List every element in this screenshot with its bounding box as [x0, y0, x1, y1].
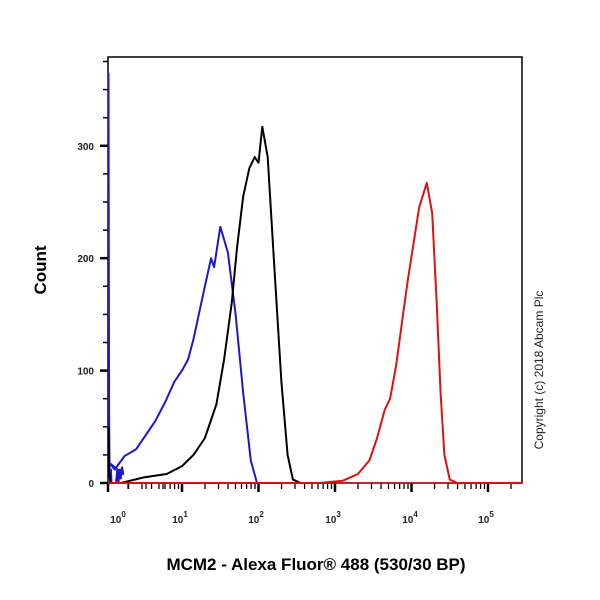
x-axis: 100 101 102 103 104 105 — [106, 483, 512, 526]
histogram-series-2 — [107, 125, 302, 484]
x-tick-label: 101 — [172, 510, 188, 526]
histogram-series-3 — [108, 181, 523, 484]
x-tick-label: 104 — [402, 510, 418, 526]
plot-area-frame — [107, 56, 523, 484]
x-tick-label: 105 — [478, 510, 494, 526]
histogram-curves — [107, 72, 523, 484]
y-tick-label: 100 — [77, 367, 94, 378]
y-tick-label: 0 — [88, 479, 94, 490]
x-axis-title: MCM2 - Alexa Fluor® 488 (530/30 BP) — [166, 555, 465, 574]
y-axis-title: Count — [31, 245, 50, 294]
y-tick-label: 300 — [77, 142, 94, 153]
copyright-annotation: Copyright (c) 2018 Abcam Plc — [532, 291, 546, 450]
x-tick-label: 103 — [325, 510, 341, 526]
x-tick-label: 100 — [110, 510, 126, 526]
y-axis: 0 100 200 300 — [77, 60, 108, 490]
x-tick-label: 102 — [248, 510, 264, 526]
y-tick-label: 200 — [77, 254, 94, 265]
